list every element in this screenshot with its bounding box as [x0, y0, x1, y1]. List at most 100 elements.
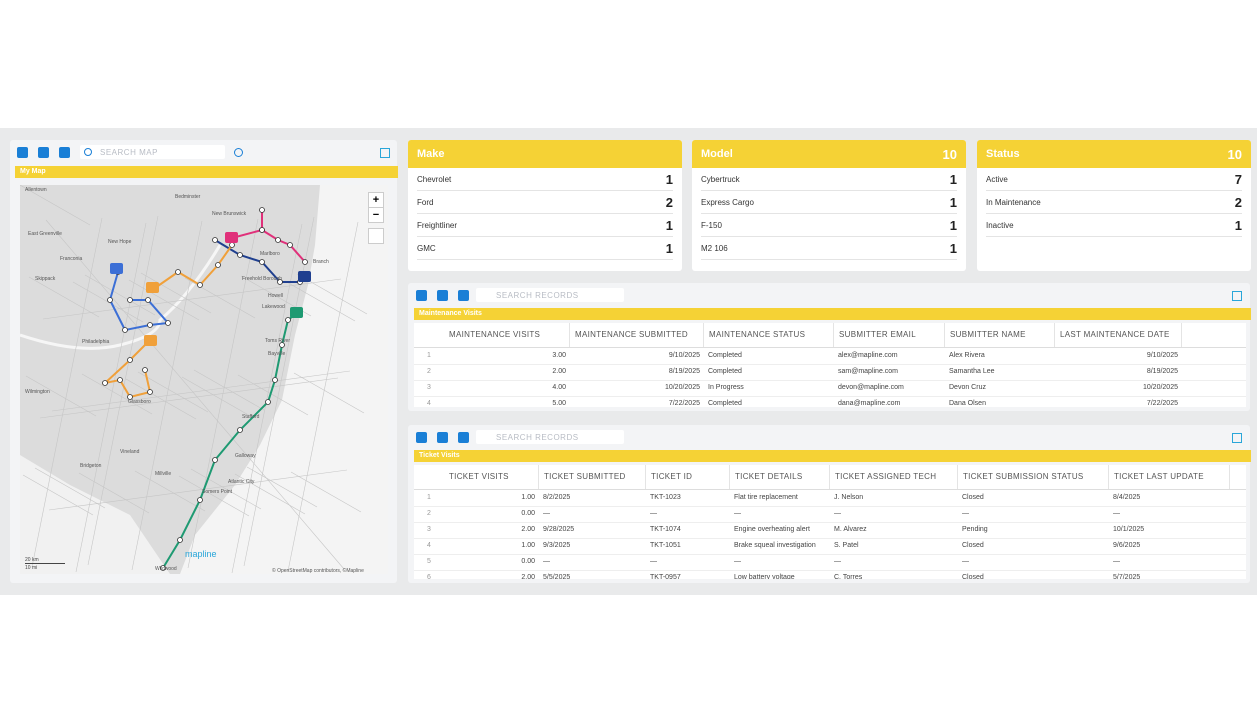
row-number: 6: [427, 574, 431, 579]
row-count: 2: [665, 194, 673, 210]
table-row[interactable]: [414, 554, 1246, 571]
table-cell: 8/19/2025: [1146, 368, 1178, 375]
fullscreen-button[interactable]: [1232, 291, 1242, 301]
table-row[interactable]: [414, 490, 1246, 507]
stop: [279, 342, 285, 348]
table-cell: 7/22/2025: [668, 400, 700, 407]
card-row[interactable]: Inactive 1: [986, 214, 1242, 237]
table-cell: 9/6/2025: [1113, 542, 1141, 549]
column-header[interactable]: TICKET ASSIGNED TECH: [830, 465, 958, 489]
road: [284, 280, 356, 322]
stop: [275, 237, 281, 243]
road: [193, 369, 265, 411]
stop: [215, 262, 221, 268]
card-row[interactable]: M2 106 1: [701, 237, 957, 260]
card-row[interactable]: Cybertruck 1: [701, 168, 957, 191]
column-header[interactable]: SUBMITTER NAME: [945, 323, 1055, 347]
stop: [287, 242, 293, 248]
card-row[interactable]: Chevrolet 1: [417, 168, 673, 191]
column-header[interactable]: MAINTENANCE SUBMITTED: [570, 323, 704, 347]
column-header[interactable]: TICKET SUBMISSION STATUS: [958, 465, 1109, 489]
map[interactable]: Allentown Bedminster New Brunswick East Gre…: [20, 185, 388, 574]
fullscreen-button[interactable]: [380, 148, 390, 158]
toolbar-button[interactable]: [416, 432, 427, 443]
column-header[interactable]: TICKET DETAILS: [730, 465, 830, 489]
table-cell: M. Alvarez: [834, 526, 867, 533]
road: [81, 373, 153, 415]
place-label: Glassboro: [128, 399, 151, 405]
stop: [277, 279, 283, 285]
column-header[interactable]: TICKET VISITS: [444, 465, 539, 489]
road: [137, 371, 209, 413]
table-cell: alex@mapline.com: [838, 352, 898, 359]
card-row[interactable]: Ford 2: [417, 191, 673, 214]
row-count: 1: [949, 217, 957, 233]
stop: [197, 282, 203, 288]
table-row[interactable]: [414, 380, 1246, 397]
locate-button[interactable]: [368, 228, 384, 244]
row-count: 1: [665, 240, 673, 256]
table-cell: 5/5/2025: [543, 574, 571, 579]
toolbar-button[interactable]: [416, 290, 427, 301]
toolbar-button[interactable]: [437, 432, 448, 443]
table-cell: 10/20/2025: [1142, 384, 1178, 391]
table-cell: 0.00: [521, 558, 535, 565]
card-row[interactable]: Active 7: [986, 168, 1242, 191]
route: [162, 312, 298, 569]
stop: [212, 457, 218, 463]
toolbar-button[interactable]: [38, 147, 49, 158]
column-header[interactable]: TICKET SUBMITTED: [539, 465, 646, 489]
card-row[interactable]: Express Cargo 1: [701, 191, 957, 214]
refresh-button[interactable]: [234, 148, 243, 157]
place-label: East Greenville: [28, 231, 62, 237]
row-number: 5: [427, 558, 431, 565]
card-row[interactable]: F-150 1: [701, 214, 957, 237]
stop: [127, 394, 133, 400]
card-row[interactable]: In Maintenance 2: [986, 191, 1242, 214]
row-label: Chevrolet: [417, 174, 452, 184]
record-search[interactable]: SEARCH RECORDS: [476, 430, 624, 444]
map-search[interactable]: SEARCH MAP: [80, 145, 225, 159]
toolbar-button[interactable]: [458, 432, 469, 443]
road: [51, 370, 351, 412]
card-row[interactable]: Freightliner 1: [417, 214, 673, 237]
column-header[interactable]: TICKET LAST UPDATE: [1109, 465, 1230, 489]
stop: [127, 357, 133, 363]
column-header[interactable]: MAINTENANCE STATUS: [704, 323, 834, 347]
column-header[interactable]: MAINTENANCE VISITS: [444, 323, 570, 347]
record-search[interactable]: SEARCH RECORDS: [476, 288, 624, 302]
table-cell: C. Torres: [834, 574, 863, 579]
column-header[interactable]: TICKET ID: [646, 465, 730, 489]
table-cell: TKT-1023: [650, 494, 681, 501]
table-cell: Completed: [708, 352, 742, 359]
column-header[interactable]: SUBMITTER EMAIL: [834, 323, 945, 347]
toolbar-button[interactable]: [59, 147, 70, 158]
zoom-in[interactable]: +: [368, 192, 384, 208]
table-row[interactable]: [414, 522, 1246, 539]
toolbar-button[interactable]: [458, 290, 469, 301]
place-label: Millville: [155, 471, 171, 477]
table-cell: 5.00: [552, 400, 566, 407]
stop: [117, 377, 123, 383]
card-row[interactable]: GMC 1: [417, 237, 673, 260]
table-row[interactable]: [414, 538, 1246, 555]
table-cell: J. Nelson: [834, 494, 864, 501]
road: [39, 377, 339, 419]
place-label: Bedminster: [175, 194, 201, 200]
table-row[interactable]: [414, 506, 1246, 523]
table-title: Ticket Visits: [414, 450, 1251, 462]
table-row[interactable]: [414, 364, 1246, 381]
toolbar-button[interactable]: [17, 147, 28, 158]
table-cell: 2.00: [521, 526, 535, 533]
column-header[interactable]: LAST MAINTENANCE DATE: [1055, 323, 1182, 347]
toolbar-button[interactable]: [437, 290, 448, 301]
road: [28, 276, 100, 318]
table-cell: S. Patel: [834, 542, 859, 549]
row-label: Express Cargo: [701, 197, 754, 207]
zoom-out[interactable]: −: [368, 207, 384, 223]
road: [134, 470, 206, 512]
table-row[interactable]: [414, 348, 1246, 365]
vehicle-marker: [225, 232, 238, 243]
fullscreen-button[interactable]: [1232, 433, 1242, 443]
table-cell: Devon Cruz: [949, 384, 986, 391]
